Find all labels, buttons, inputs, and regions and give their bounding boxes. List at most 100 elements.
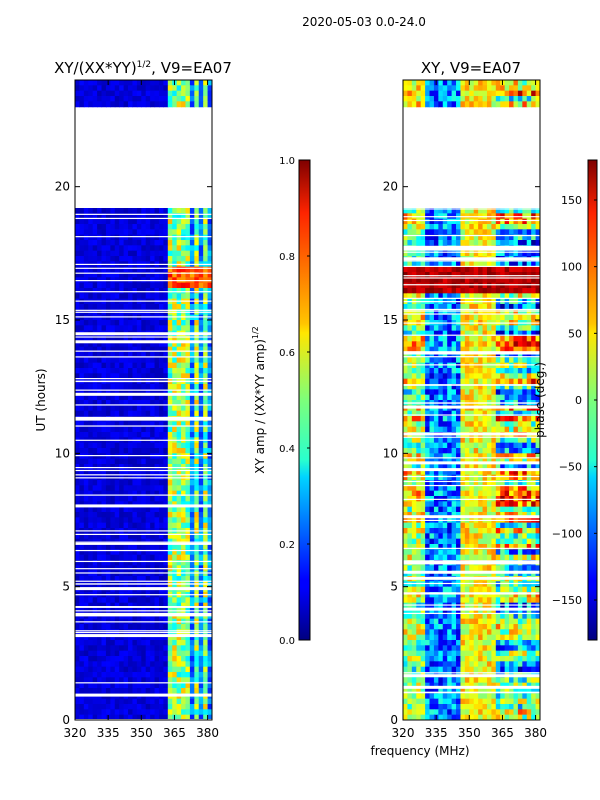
amplitude-cell — [79, 346, 85, 353]
amplitude-cell — [172, 501, 178, 508]
amplitude-cell — [194, 506, 200, 513]
amplitude-cell — [145, 101, 151, 108]
phase-cell — [451, 394, 457, 401]
amplitude-cell — [167, 426, 173, 433]
amplitude-cell — [101, 709, 107, 716]
amplitude-cell — [123, 320, 129, 326]
amplitude-cell — [145, 336, 151, 342]
phase-cell — [447, 410, 453, 417]
amplitude-cell — [83, 96, 89, 102]
phase-cell — [416, 394, 422, 401]
amplitude-cell — [145, 485, 151, 492]
amplitude-cell — [79, 85, 85, 92]
amplitude-cell — [198, 512, 204, 518]
amplitude-cell — [158, 229, 164, 236]
phase-cell — [456, 453, 462, 460]
flagged-row — [75, 634, 212, 638]
phase-cell — [442, 234, 448, 241]
phase-cell — [420, 229, 426, 236]
phase-cell — [526, 314, 532, 321]
phase-cell — [482, 389, 488, 396]
phase-cell — [464, 464, 470, 470]
amplitude-cell — [163, 560, 169, 566]
amplitude-cell — [110, 672, 116, 678]
amplitude-cell — [110, 266, 116, 273]
phase-cell — [469, 330, 475, 337]
phase-cell — [411, 224, 417, 230]
phase-cell — [464, 373, 470, 380]
phase-cell — [460, 304, 466, 310]
phase-cell — [403, 282, 409, 289]
amplitude-cell — [132, 501, 138, 508]
amplitude-cell — [185, 250, 191, 257]
phase-cell — [482, 304, 488, 310]
phase-cell — [526, 85, 532, 92]
amplitude-cell — [172, 560, 178, 566]
phase-cell — [482, 426, 488, 433]
amplitude-cell — [207, 512, 212, 518]
phase-cell — [438, 448, 444, 454]
amplitude-cell — [141, 501, 147, 508]
phase-cell — [535, 208, 540, 214]
phase-cell — [420, 101, 426, 108]
amplitude-cell — [172, 384, 178, 390]
amplitude-cell — [158, 432, 164, 438]
phase-cell — [411, 474, 417, 481]
amplitude-cell — [97, 704, 103, 710]
amplitude-cell — [119, 698, 125, 705]
amplitude-cell — [105, 250, 111, 257]
amplitude-cell — [128, 314, 134, 321]
amplitude-cell — [101, 101, 107, 108]
phase-cell — [438, 336, 444, 342]
amplitude-cell — [136, 645, 142, 652]
phase-cell — [403, 421, 409, 428]
phase-cell — [531, 421, 537, 428]
amplitude-cell — [114, 682, 120, 689]
amplitude-cell — [83, 432, 89, 438]
amplitude-cell — [128, 341, 134, 348]
amplitude-cell — [207, 656, 212, 662]
amplitude-cell — [150, 405, 156, 412]
amplitude-cell — [198, 336, 204, 342]
amplitude-cell — [101, 560, 107, 566]
phase-cell — [464, 261, 470, 268]
phase-cell — [442, 464, 448, 470]
amplitude-cell — [79, 698, 85, 705]
amplitude-cell — [194, 266, 200, 273]
amplitude-cell — [163, 570, 169, 577]
amplitude-cell — [194, 80, 200, 86]
amplitude-cell — [185, 677, 191, 684]
phase-cell — [473, 261, 479, 268]
amplitude-cell — [172, 672, 178, 678]
amplitude-cell — [141, 506, 147, 513]
amplitude-cell — [198, 293, 204, 300]
phase-cell — [447, 368, 453, 374]
amplitude-cell — [132, 266, 138, 273]
amplitude-cell — [207, 101, 212, 108]
amplitude-cell — [198, 362, 204, 369]
amplitude-cell — [114, 394, 120, 401]
phase-cell — [420, 224, 426, 230]
amplitude-cell — [203, 405, 209, 412]
phase-cell — [491, 336, 497, 342]
amplitude-cell — [119, 325, 125, 332]
amplitude-cell — [181, 341, 187, 348]
amplitude-cell — [128, 704, 134, 710]
phase-cell — [526, 416, 532, 422]
amplitude-cell — [110, 464, 116, 470]
phase-cell — [486, 304, 492, 310]
amplitude-cell — [181, 85, 187, 92]
amplitude-cell — [119, 341, 125, 348]
amplitude-cell — [194, 293, 200, 300]
phase-cell — [491, 101, 497, 108]
phase-cell — [433, 389, 439, 396]
amplitude-cell — [105, 213, 111, 220]
amplitude-cell — [189, 554, 195, 561]
amplitude-cell — [136, 229, 142, 236]
amplitude-cell — [79, 677, 85, 684]
amplitude-cell — [141, 560, 147, 566]
amplitude-cell — [128, 533, 134, 540]
amplitude-cell — [128, 640, 134, 646]
amplitude-cell — [105, 256, 111, 262]
amplitude-cell — [105, 314, 111, 321]
